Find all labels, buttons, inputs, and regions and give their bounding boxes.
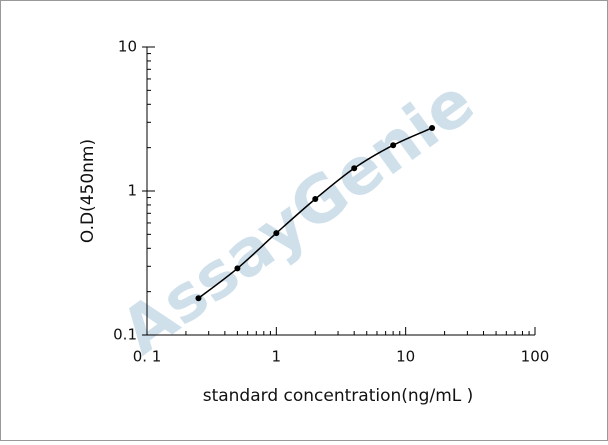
y-tick-label: 10 xyxy=(118,38,137,56)
y-tick-label: 1 xyxy=(127,182,137,200)
x-tick-label: 100 xyxy=(521,348,550,366)
data-point xyxy=(273,230,280,237)
x-tick-label: 0. 1 xyxy=(133,348,162,366)
data-point xyxy=(234,265,241,272)
data-point xyxy=(429,124,436,131)
data-point xyxy=(312,195,319,202)
x-tick-label: 1 xyxy=(272,348,282,366)
x-axis-title: standard concentration(ng/mL ) xyxy=(203,386,474,406)
x-tick-label: 10 xyxy=(396,348,415,366)
data-point xyxy=(390,142,397,149)
y-axis-title: O.D(450nm) xyxy=(78,139,98,243)
y-tick-label: 0.1 xyxy=(113,326,137,344)
data-point xyxy=(195,295,202,302)
data-point xyxy=(351,165,358,172)
